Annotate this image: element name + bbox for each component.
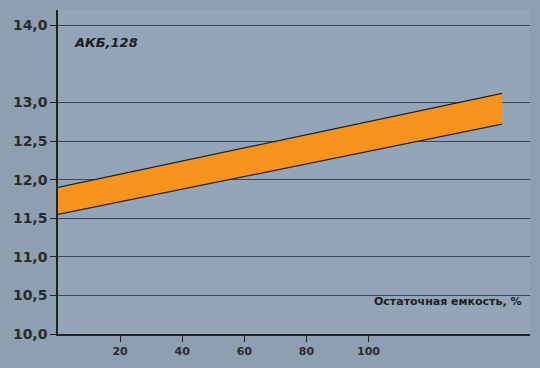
svg-text:60: 60	[237, 345, 253, 358]
svg-text:Остаточная емкость, %: Остаточная емкость, %	[374, 295, 521, 308]
svg-text:12,5: 12,5	[13, 133, 48, 149]
svg-text:12,0: 12,0	[13, 172, 48, 188]
svg-text:14,0: 14,0	[13, 17, 48, 33]
svg-text:10,0: 10,0	[13, 326, 48, 342]
svg-text:13,0: 13,0	[13, 94, 48, 110]
svg-text:80: 80	[299, 345, 315, 358]
svg-text:40: 40	[175, 345, 191, 358]
svg-text:11,0: 11,0	[13, 249, 48, 265]
svg-text:10,5: 10,5	[13, 287, 48, 303]
svg-text:11,5: 11,5	[13, 210, 48, 226]
svg-text:АКБ,128: АКБ,128	[74, 35, 138, 50]
svg-text:20: 20	[112, 345, 128, 358]
svg-text:100: 100	[357, 345, 380, 358]
